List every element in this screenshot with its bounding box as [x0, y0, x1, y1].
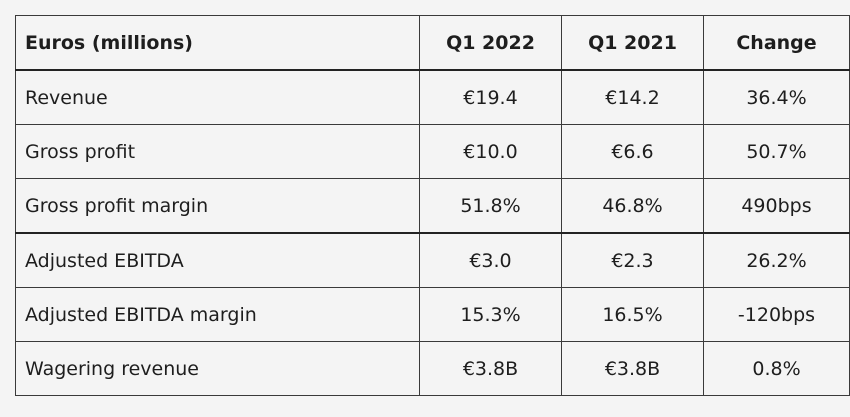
- row-label: Adjusted EBITDA margin: [15, 287, 420, 342]
- row-label: Adjusted EBITDA: [15, 232, 420, 288]
- header-q1-2021: Q1 2021: [561, 15, 704, 71]
- cell-q1-2021: 46.8%: [561, 178, 704, 234]
- cell-change: 36.4%: [703, 69, 850, 125]
- header-label-column: Euros (millions): [15, 15, 420, 71]
- table-row: Wagering revenue €3.8B €3.8B 0.8%: [15, 341, 850, 396]
- table-row: Adjusted EBITDA €3.0 €2.3 26.2%: [15, 232, 850, 288]
- table-row: Gross profit margin 51.8% 46.8% 490bps: [15, 178, 850, 234]
- table-row: Revenue €19.4 €14.2 36.4%: [15, 69, 850, 125]
- cell-change: 490bps: [703, 178, 850, 234]
- cell-q1-2021: €2.3: [561, 232, 704, 288]
- table-row: Gross profit €10.0 €6.6 50.7%: [15, 124, 850, 179]
- cell-change: 50.7%: [703, 124, 850, 179]
- cell-q1-2021: €6.6: [561, 124, 704, 179]
- cell-q1-2022: 51.8%: [419, 178, 562, 234]
- cell-q1-2021: €3.8B: [561, 341, 704, 396]
- row-label: Wagering revenue: [15, 341, 420, 396]
- table-header-row: Euros (millions) Q1 2022 Q1 2021 Change: [15, 15, 850, 71]
- cell-q1-2022: €19.4: [419, 69, 562, 125]
- cell-change: 0.8%: [703, 341, 850, 396]
- row-label: Gross profit: [15, 124, 420, 179]
- cell-q1-2022: €10.0: [419, 124, 562, 179]
- cell-q1-2021: €14.2: [561, 69, 704, 125]
- row-label: Revenue: [15, 69, 420, 125]
- table-row: Adjusted EBITDA margin 15.3% 16.5% -120b…: [15, 287, 850, 342]
- cell-q1-2021: 16.5%: [561, 287, 704, 342]
- row-label: Gross profit margin: [15, 178, 420, 234]
- cell-change: 26.2%: [703, 232, 850, 288]
- cell-q1-2022: €3.0: [419, 232, 562, 288]
- cell-q1-2022: 15.3%: [419, 287, 562, 342]
- financial-results-table: Euros (millions) Q1 2022 Q1 2021 Change …: [15, 15, 850, 396]
- cell-change: -120bps: [703, 287, 850, 342]
- header-change: Change: [703, 15, 850, 71]
- header-q1-2022: Q1 2022: [419, 15, 562, 71]
- cell-q1-2022: €3.8B: [419, 341, 562, 396]
- financial-table-container: Euros (millions) Q1 2022 Q1 2021 Change …: [15, 15, 850, 396]
